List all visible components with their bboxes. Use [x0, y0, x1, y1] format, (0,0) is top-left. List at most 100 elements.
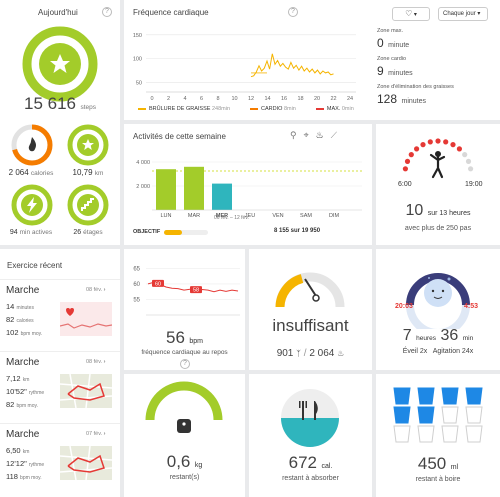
person-icon [429, 151, 446, 179]
hourly-activity-tile[interactable]: 6:00 19:00 10 sur 13 heures avec plus de… [376, 124, 500, 245]
water-glass [441, 425, 459, 443]
hour-dot [465, 158, 472, 164]
weight-unit: kg [194, 462, 203, 469]
sleep-ring [406, 273, 470, 329]
goal-label: OBJECTIF [133, 229, 161, 235]
calories-value: 2 064 [8, 168, 29, 177]
floors-value: 26 [73, 229, 82, 236]
map-thumbnail [59, 445, 113, 481]
km-ring [67, 124, 109, 166]
floors-unit: étages [83, 229, 103, 236]
y-tick-label: 2 000 [136, 184, 150, 190]
x-tick-label: 18 [297, 96, 303, 102]
week-title: Activités de cette semaine [133, 132, 226, 141]
star-icon [82, 139, 94, 150]
y-tick-label: 55 [133, 297, 140, 303]
weight-tile[interactable]: 0,6 kg restant(s) [124, 374, 245, 497]
water-value: 450 [417, 454, 447, 473]
x-tick-label: 16 [281, 96, 287, 102]
hour-dot [402, 166, 408, 172]
gauge-pin-icon [312, 294, 320, 302]
calories-left-caption: restant à absorber [282, 475, 339, 482]
legend-item: CARDIO 8min [250, 106, 296, 112]
day-label: VEN [272, 213, 283, 219]
week-activity-tile[interactable]: Activités de cette semaine ⚲⌖♨⟋ 4 000 2 0… [124, 124, 372, 245]
zones-panel: Zone max. 0 minute Zone cardio 9 minutes Zon… [377, 28, 497, 112]
map-thumbnail [59, 373, 113, 409]
hour-dot [408, 152, 414, 158]
heart-outline-icon: ♡ [405, 9, 413, 18]
calories-left-tile[interactable]: 672 cal. restant à absorber [249, 374, 372, 497]
steps-ring [22, 26, 98, 102]
x-tick-label: 8 [216, 96, 219, 102]
location-icon[interactable]: ⌖ [303, 130, 316, 140]
exercise-item[interactable]: Marche 08 fév. › 7,12 km 10'52" rythme 82 bp… [0, 351, 120, 421]
fork-knife-icon: ᛉ [296, 349, 301, 358]
exercise-item[interactable]: Marche 08 fév. › 14 minutes 82 calories 102 … [0, 279, 120, 349]
day-label: MAR [188, 213, 200, 219]
chevron-down-icon: ▾ [412, 12, 417, 18]
food-budget: 2 064 [309, 348, 335, 359]
hour-dot [462, 152, 468, 158]
sleep-hours: 7 [402, 327, 412, 344]
chevron-down-icon: ▾ [475, 11, 481, 17]
sleep-tile[interactable]: 20:03 4:53 7 heures 36 min Éveil 2x Agit… [376, 249, 500, 370]
sleep-awake: Éveil 2x [402, 348, 428, 355]
sleep-restless: Agitation 24x [432, 348, 474, 355]
x-tick-label: 14 [264, 96, 270, 102]
water-glass [393, 387, 411, 405]
exercise-item[interactable]: Marche 07 fév. › 6,50 km 12'12" rythme 118 b… [0, 423, 120, 493]
food-eaten: 901 [276, 348, 294, 359]
svg-text:60: 60 [155, 281, 161, 287]
x-tick-label: 6 [200, 96, 203, 102]
food-plan-tile[interactable]: insuffisant 901 ᛉ / 2 064 ♨ [249, 249, 372, 370]
calories-unit: calories [30, 170, 54, 177]
heart-rate-line [250, 53, 334, 78]
heart-legend: BRÛLURE DE GRAISSE 248min CARDIO 8min MAX.… [138, 106, 354, 112]
y-tick-label: 100 [133, 57, 142, 63]
water-tile[interactable]: 450 ml restant à boire [376, 374, 500, 497]
resting-value: 56 [166, 328, 185, 347]
heart-rate-tile[interactable]: Fréquence cardiaque ? ♡ ▾ Chaque jour ▾ … [124, 0, 500, 120]
hourly-value: 10 [405, 202, 424, 219]
resting-marker: 58 [190, 286, 202, 294]
flame-icon[interactable]: ♨ [315, 130, 331, 140]
week-bar [184, 166, 204, 210]
sleep-start: 20:03 [395, 303, 413, 310]
legend-item: MAX. 0min [315, 106, 354, 112]
today-tile[interactable]: Aujourd'hui ? 15 616 steps 2 064 calorie… [0, 0, 120, 245]
resting-hr-tile[interactable]: 656055605809 janAujourd'hui 56 bpm fréqu… [124, 249, 245, 370]
scale-icon [177, 419, 191, 433]
hourly-start: 6:00 [398, 181, 412, 188]
period-select[interactable]: Chaque jour ▾ [438, 7, 488, 21]
active-value: 94 [9, 229, 18, 236]
water-glass [441, 387, 459, 405]
week-type-icons[interactable]: ⚲⌖♨⟋ [290, 130, 344, 141]
day-label: JEU [245, 213, 255, 219]
y-tick-label: 65 [133, 266, 140, 272]
hour-dot [456, 146, 462, 152]
exercise-title: Exercice récent [7, 261, 63, 270]
heart-filter-button[interactable]: ♡ ▾ [392, 7, 430, 21]
day-label: LUN [160, 213, 171, 219]
stairs-icon[interactable]: ⟋ [330, 130, 344, 140]
help-icon[interactable]: ? [288, 7, 298, 17]
help-icon[interactable]: ? [102, 7, 112, 17]
hourly-end: 19:00 [465, 181, 483, 188]
active-unit: min actives [19, 229, 53, 236]
help-icon[interactable]: ? [180, 359, 190, 369]
recent-exercise-tile[interactable]: Exercice récent Marche 08 fév. › 14 minute… [0, 249, 120, 497]
hour-dot [450, 142, 456, 148]
resting-hr-chart: 656055605809 janAujourd'hui [133, 266, 240, 316]
stairs-icon [81, 198, 94, 211]
water-glass [417, 406, 435, 424]
walk-icon[interactable]: ⚲ [290, 130, 304, 140]
resting-unit: bpm [189, 338, 203, 345]
svg-text:58: 58 [193, 288, 199, 294]
calories-left-value: 672 [288, 453, 317, 472]
water-glasses [393, 387, 483, 443]
hour-dot [404, 158, 411, 164]
sleep-end: 4:53 [464, 303, 479, 310]
divider-slash: / [303, 348, 310, 359]
week-bar [156, 169, 176, 210]
